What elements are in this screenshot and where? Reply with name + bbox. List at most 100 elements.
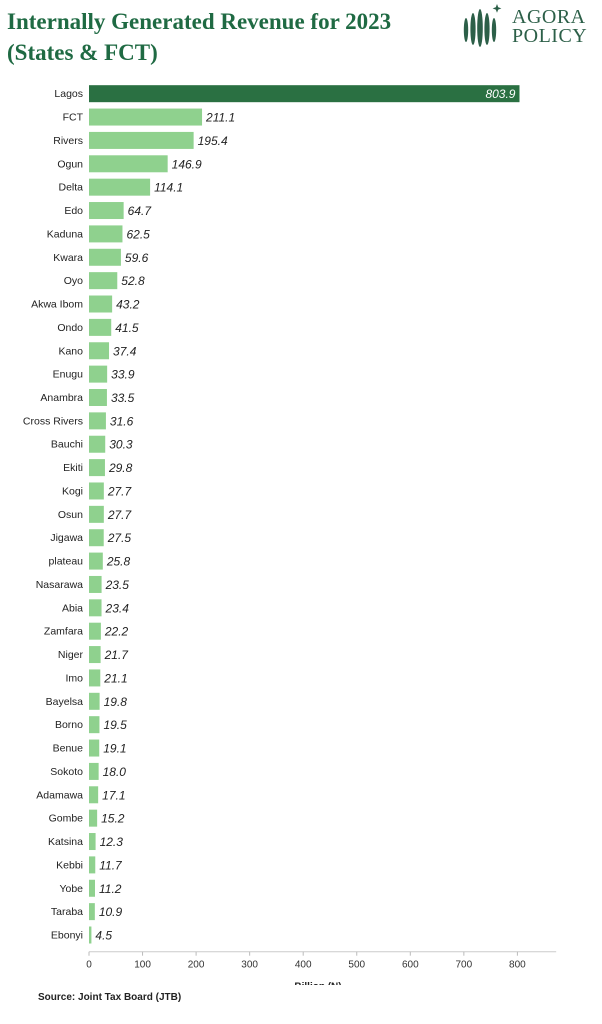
bar-adamawa <box>89 786 99 804</box>
value-label-ebonyi: 4.5 <box>95 929 112 943</box>
bar-akwa-ibom <box>89 295 113 313</box>
value-label-jigawa: 27.5 <box>107 531 132 545</box>
x-tick-label-0: 0 <box>86 960 92 971</box>
value-label-zamfara: 22.2 <box>104 625 129 639</box>
bar-borno <box>89 716 100 734</box>
x-tick-label-300: 300 <box>241 960 258 971</box>
category-label-akwa-ibom: Akwa Ibom <box>31 299 83 311</box>
x-tick-label-800: 800 <box>509 960 526 971</box>
value-label-lagos: 803.9 <box>485 87 515 101</box>
bar-abia <box>89 599 102 617</box>
category-label-gombe: Gombe <box>49 813 84 825</box>
category-label-yobe: Yobe <box>59 883 83 895</box>
category-label-borno: Borno <box>55 719 83 731</box>
bar-anambra <box>89 388 107 406</box>
x-tick-label-700: 700 <box>456 960 473 971</box>
value-label-oyo: 52.8 <box>121 274 145 288</box>
value-label-nasarawa: 23.5 <box>105 578 130 592</box>
category-label-kano: Kano <box>58 345 83 357</box>
chart-title-line2: (States & FCT) <box>7 40 158 65</box>
bar-kogi <box>89 482 104 500</box>
logo-text: AGORA POLICY <box>512 7 588 47</box>
category-label-enugu: Enugu <box>53 369 84 381</box>
category-label-niger: Niger <box>58 649 84 661</box>
value-label-kaduna: 62.5 <box>126 227 150 241</box>
category-label-ekiti: Ekiti <box>63 462 83 474</box>
category-label-taraba: Taraba <box>51 906 83 918</box>
bar-osun <box>89 505 104 523</box>
category-label-delta: Delta <box>58 182 83 194</box>
x-tick-label-600: 600 <box>402 960 419 971</box>
value-label-anambra: 33.5 <box>111 391 135 405</box>
bar-ekiti <box>89 459 105 477</box>
bar-enugu <box>89 365 108 383</box>
value-label-adamawa: 17.1 <box>102 788 125 802</box>
category-label-osun: Osun <box>58 509 83 521</box>
bar-sokoto <box>89 762 99 780</box>
bar-oyo <box>89 272 118 290</box>
bar-cross-rivers <box>89 412 106 430</box>
value-label-imo: 21.1 <box>103 671 127 685</box>
category-label-kogi: Kogi <box>62 485 83 497</box>
category-label-imo: Imo <box>65 672 83 684</box>
value-label-katsina: 12.3 <box>100 835 124 849</box>
bar-lagos <box>89 85 520 103</box>
logo-text-line2: POLICY <box>512 25 588 47</box>
bar-kaduna <box>89 225 123 243</box>
bar-kano <box>89 342 110 360</box>
bar-delta <box>89 178 151 196</box>
value-label-abia: 23.4 <box>105 601 130 615</box>
category-label-nasarawa: Nasarawa <box>36 579 83 591</box>
value-label-taraba: 10.9 <box>99 905 123 919</box>
value-label-delta: 114.1 <box>154 181 183 195</box>
category-label-kaduna: Kaduna <box>47 228 83 240</box>
category-label-bauchi: Bauchi <box>51 439 83 451</box>
category-label-cross-rivers: Cross Rivers <box>23 415 83 427</box>
x-axis-title: Billion (N) <box>294 982 341 985</box>
value-label-ondo: 41.5 <box>115 321 139 335</box>
value-label-yobe: 11.2 <box>99 882 122 896</box>
source-note: Source: Joint Tax Board (JTB) <box>38 992 182 1003</box>
category-label-rivers: Rivers <box>53 135 83 147</box>
x-tick-label-400: 400 <box>295 960 312 971</box>
category-label-edo: Edo <box>64 205 83 217</box>
value-label-edo: 64.7 <box>128 204 153 218</box>
logo-mark-icon <box>463 4 502 47</box>
bar-plateau <box>89 552 103 570</box>
value-label-bauchi: 30.3 <box>109 438 133 452</box>
value-label-cross-rivers: 31.6 <box>110 414 134 428</box>
category-label-ogun: Ogun <box>57 158 83 170</box>
value-label-fct: 211.1 <box>205 111 235 125</box>
value-label-borno: 19.5 <box>103 718 127 732</box>
bar-benue <box>89 739 100 757</box>
bar-edo <box>89 202 124 220</box>
bar-ogun <box>89 155 168 173</box>
category-label-kwara: Kwara <box>53 252 83 264</box>
category-label-zamfara: Zamfara <box>44 626 83 638</box>
bar-ondo <box>89 318 112 336</box>
bar-nasarawa <box>89 575 102 593</box>
value-label-rivers: 195.4 <box>198 134 228 148</box>
value-label-kwara: 59.6 <box>125 251 149 265</box>
category-label-sokoto: Sokoto <box>50 766 83 778</box>
value-label-plateau: 25.8 <box>106 555 131 569</box>
revenue-bar-chart: Lagos 803.9 FCT 211.1 Rivers 195.4 Ogun 146.9 De… <box>23 85 557 985</box>
bar-bayelsa <box>89 692 100 710</box>
category-label-benue: Benue <box>53 743 84 755</box>
chart-title-line1: Internally Generated Revenue for 2023 <box>7 9 392 34</box>
chart-title: Internally Generated Revenue for 2023 (S… <box>7 6 447 68</box>
category-label-kebbi: Kebbi <box>56 859 83 871</box>
bar-zamfara <box>89 622 101 640</box>
category-label-adamawa: Adamawa <box>36 789 83 801</box>
category-label-jigawa: Jigawa <box>50 532 83 544</box>
bar-katsina <box>89 833 96 851</box>
bar-yobe <box>89 879 95 897</box>
value-label-niger: 21.7 <box>104 648 130 662</box>
value-label-kano: 37.4 <box>113 344 137 358</box>
category-label-bayelsa: Bayelsa <box>46 696 84 708</box>
bar-niger <box>89 646 101 664</box>
x-tick-label-100: 100 <box>134 960 151 971</box>
bar-kwara <box>89 248 121 266</box>
category-label-plateau: plateau <box>49 556 84 568</box>
category-label-fct: FCT <box>63 112 84 124</box>
